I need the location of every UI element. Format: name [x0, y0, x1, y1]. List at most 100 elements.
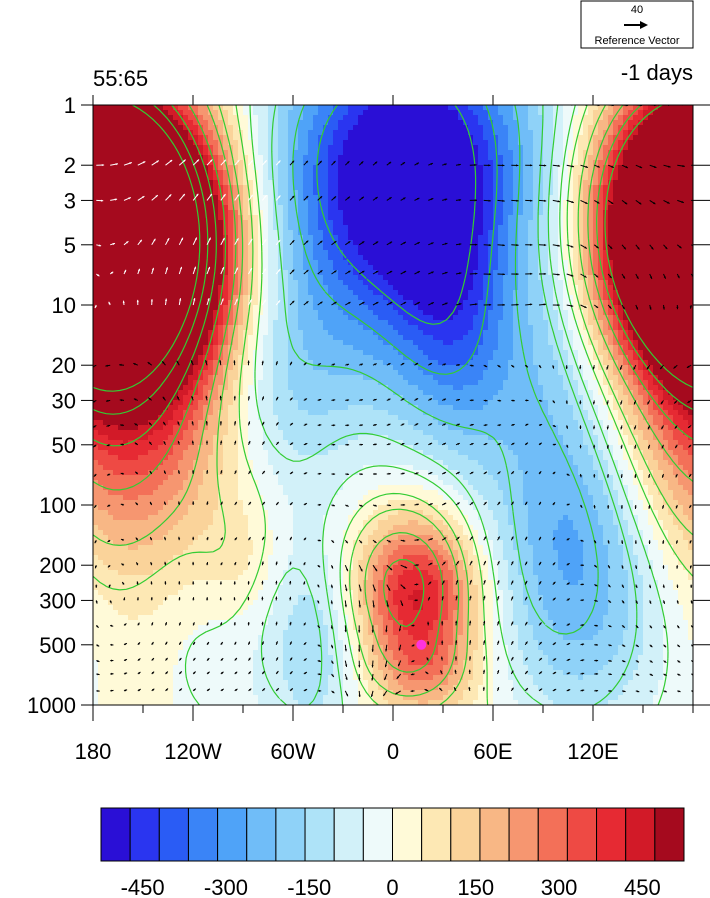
wind-vector [192, 641, 196, 646]
wind-vector [247, 396, 250, 401]
wind-vector [151, 238, 156, 246]
wind-vector [524, 536, 528, 541]
reference-vector-value: 40 [631, 4, 643, 16]
wind-vector [164, 596, 167, 601]
wind-vector [219, 581, 222, 585]
wind-vector [552, 304, 560, 307]
wind-vector [120, 538, 125, 541]
wind-vector [386, 398, 391, 401]
wind-vector [538, 596, 542, 601]
wind-vector [428, 301, 435, 306]
x-tick-label: 180 [75, 739, 112, 764]
wind-vector [525, 399, 529, 402]
wind-vector [275, 441, 280, 446]
wind-vector [206, 671, 210, 675]
wind-vector [649, 164, 657, 169]
wind-vector [649, 304, 652, 310]
wind-vector [345, 240, 351, 246]
wind-vector [110, 624, 114, 627]
wind-vector [428, 242, 434, 246]
wind-vector [317, 472, 322, 475]
wind-vector [538, 442, 542, 446]
wind-vector [247, 360, 250, 366]
wind-vector [663, 644, 667, 648]
wind-vector [178, 536, 181, 541]
wind-vector [345, 301, 351, 306]
wind-vector [580, 504, 583, 509]
wind-vector [428, 442, 433, 446]
wind-vector [428, 538, 433, 541]
wind-vector [190, 360, 194, 366]
wind-vector [385, 644, 388, 652]
wind-vector [165, 641, 168, 646]
wind-vector [93, 504, 97, 509]
wind-vector [621, 565, 624, 569]
y-tick-label: 300 [39, 588, 76, 613]
colorbar-swatch [566, 807, 598, 862]
wind-vector [634, 425, 637, 430]
wind-vector [123, 597, 126, 601]
wind-vector [136, 581, 139, 585]
wind-vector [414, 270, 421, 275]
wind-vector [647, 400, 651, 405]
wind-vector [386, 443, 391, 446]
wind-vector [691, 199, 693, 202]
colorbar-swatch [158, 807, 189, 862]
wind-vector [331, 673, 335, 678]
wind-vector [538, 641, 543, 646]
wind-vector [676, 565, 679, 569]
wind-vector [649, 199, 656, 205]
wind-vector [621, 244, 627, 250]
wind-vector [511, 423, 515, 427]
wind-vector [344, 584, 348, 592]
wind-vector [371, 660, 374, 668]
wind-vector [133, 398, 138, 401]
wind-vector [150, 561, 153, 566]
wind-vector [149, 501, 153, 506]
wind-vector [525, 164, 533, 167]
wind-vector [510, 580, 514, 585]
wind-vector [275, 657, 279, 661]
y-tick-label: 200 [39, 553, 76, 578]
wind-vector [552, 400, 556, 404]
wind-vector [206, 266, 211, 275]
wind-vector [371, 673, 374, 681]
wind-vector [648, 504, 651, 509]
wind-vector [538, 657, 543, 661]
colorbar-swatch [450, 807, 481, 862]
wind-vector [345, 399, 350, 402]
wind-vector [525, 272, 533, 275]
wind-vector [688, 473, 692, 478]
wind-vector [455, 442, 460, 446]
wind-vector [289, 621, 292, 626]
wind-vector [94, 539, 97, 544]
wind-vector [163, 470, 166, 475]
wind-vector [677, 673, 681, 676]
wind-vector [566, 598, 571, 601]
wind-vector [441, 561, 446, 566]
wind-vector [469, 620, 472, 626]
wind-vector [233, 581, 236, 585]
wind-vector [440, 656, 443, 661]
wind-vector [676, 584, 679, 589]
wind-vector [303, 597, 306, 601]
wind-vector [123, 689, 128, 692]
wind-vector [162, 421, 166, 426]
wind-vector [220, 266, 225, 275]
wind-vector [148, 422, 153, 426]
wind-vector [123, 240, 129, 246]
wind-vector [344, 160, 350, 166]
wind-vector [178, 470, 181, 475]
wind-vector [649, 660, 653, 663]
wind-vector [661, 444, 664, 449]
wind-vector [331, 424, 336, 427]
wind-vector [454, 669, 457, 675]
wind-vector [345, 473, 350, 476]
wind-vector [137, 688, 141, 692]
wind-vector [331, 196, 337, 201]
wind-vector [579, 444, 582, 449]
wind-vector [261, 596, 264, 601]
wind-vector [410, 689, 415, 693]
wind-vector [107, 564, 111, 568]
wind-vector [635, 244, 640, 250]
